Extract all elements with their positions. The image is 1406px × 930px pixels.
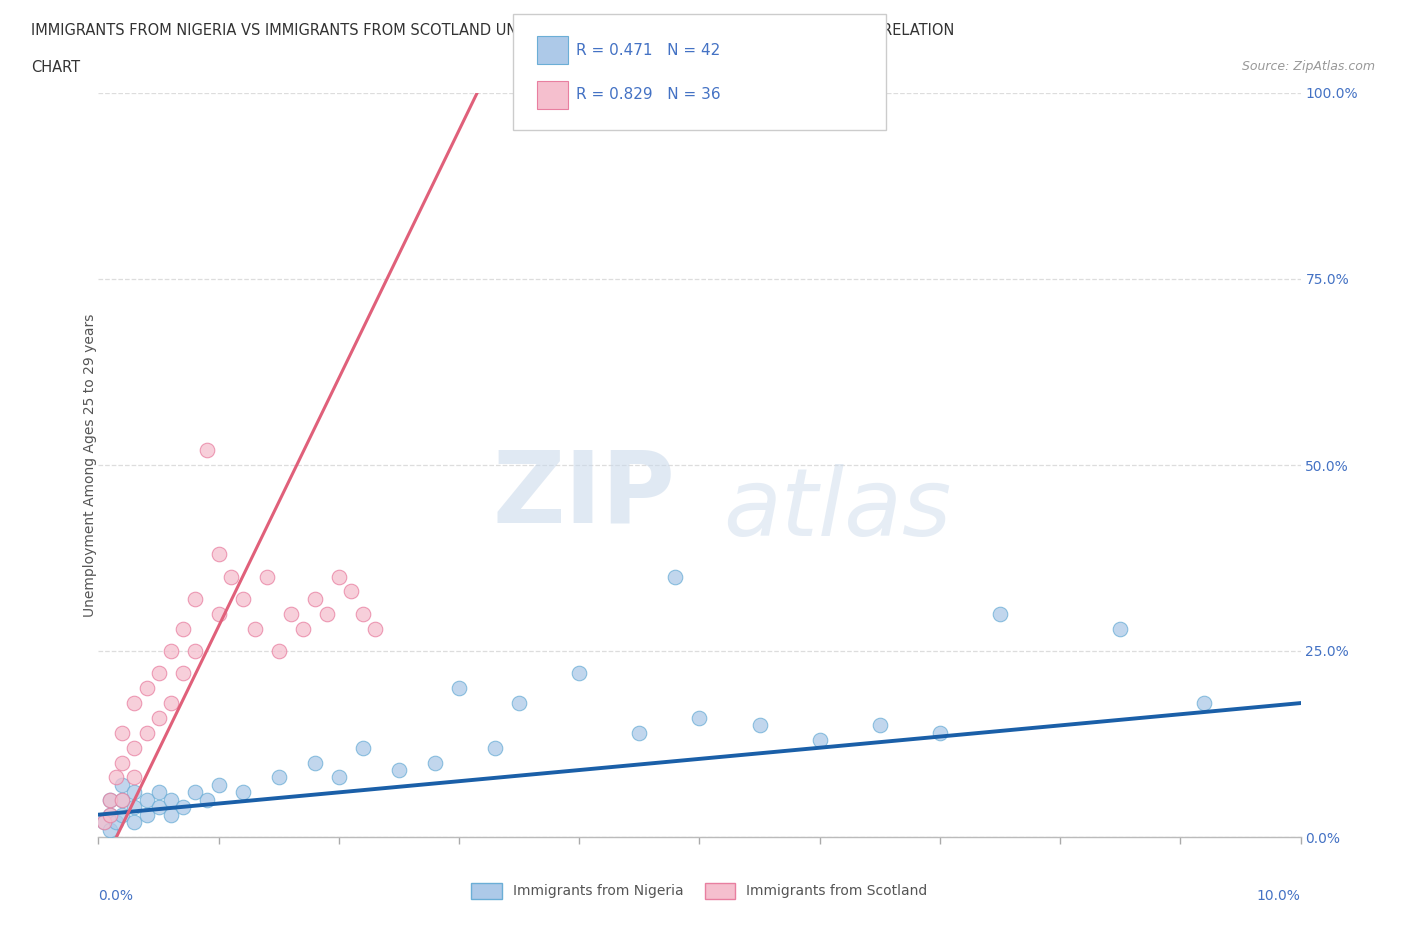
Point	[124, 696, 146, 711]
Point	[208, 777, 231, 792]
Point	[159, 792, 181, 807]
Point	[135, 807, 157, 822]
Point	[508, 696, 530, 711]
Text: Source: ZipAtlas.com: Source: ZipAtlas.com	[1241, 60, 1375, 73]
Point	[219, 569, 242, 584]
Point	[105, 770, 128, 785]
Text: 0.0%: 0.0%	[98, 889, 134, 903]
Point	[111, 777, 134, 792]
Point	[423, 755, 446, 770]
Point	[172, 666, 194, 681]
Point	[148, 666, 170, 681]
Point	[195, 792, 218, 807]
Point	[748, 718, 770, 733]
Point	[172, 800, 194, 815]
Point	[111, 792, 134, 807]
Point	[267, 644, 290, 658]
Point	[148, 785, 170, 800]
Point	[988, 606, 1011, 621]
Text: R = 0.471   N = 42: R = 0.471 N = 42	[576, 43, 721, 58]
Point	[688, 711, 710, 725]
Point	[111, 807, 134, 822]
Point	[172, 621, 194, 636]
Point	[304, 755, 326, 770]
Text: CHART: CHART	[31, 60, 80, 75]
Text: ZIP: ZIP	[492, 446, 675, 543]
Point	[291, 621, 314, 636]
Point	[135, 725, 157, 740]
Point	[100, 807, 122, 822]
Text: 10.0%: 10.0%	[1257, 889, 1301, 903]
Point	[124, 740, 146, 755]
Point	[111, 755, 134, 770]
Point	[124, 815, 146, 830]
Point	[93, 815, 115, 830]
Legend: Immigrants from Nigeria, Immigrants from Scotland: Immigrants from Nigeria, Immigrants from…	[465, 877, 934, 905]
Point	[304, 591, 326, 606]
Point	[111, 792, 134, 807]
Point	[243, 621, 266, 636]
Point	[388, 763, 411, 777]
Point	[1109, 621, 1132, 636]
Point	[135, 792, 157, 807]
Point	[93, 815, 115, 830]
Point	[148, 800, 170, 815]
Point	[315, 606, 337, 621]
Point	[484, 740, 506, 755]
Point	[195, 443, 218, 458]
Point	[100, 792, 122, 807]
Point	[352, 606, 374, 621]
Point	[232, 591, 254, 606]
Point	[232, 785, 254, 800]
Point	[1194, 696, 1216, 711]
Text: atlas: atlas	[724, 464, 952, 555]
Y-axis label: Unemployment Among Ages 25 to 29 years: Unemployment Among Ages 25 to 29 years	[83, 313, 97, 617]
Point	[183, 785, 205, 800]
Point	[340, 584, 363, 599]
Point	[208, 547, 231, 562]
Point	[183, 591, 205, 606]
Point	[148, 711, 170, 725]
Point	[100, 792, 122, 807]
Point	[352, 740, 374, 755]
Point	[256, 569, 278, 584]
Point	[124, 770, 146, 785]
Point	[159, 696, 181, 711]
Point	[124, 785, 146, 800]
Point	[364, 621, 387, 636]
Point	[105, 815, 128, 830]
Point	[808, 733, 831, 748]
Point	[124, 800, 146, 815]
Point	[183, 644, 205, 658]
Point	[328, 569, 350, 584]
Point	[100, 807, 122, 822]
Point	[159, 644, 181, 658]
Point	[664, 569, 686, 584]
Point	[267, 770, 290, 785]
Point	[135, 681, 157, 696]
Point	[447, 681, 470, 696]
Point	[328, 770, 350, 785]
Point	[111, 725, 134, 740]
Text: IMMIGRANTS FROM NIGERIA VS IMMIGRANTS FROM SCOTLAND UNEMPLOYMENT AMONG AGES 25 T: IMMIGRANTS FROM NIGERIA VS IMMIGRANTS FR…	[31, 23, 955, 38]
Point	[159, 807, 181, 822]
Point	[869, 718, 891, 733]
Point	[568, 666, 591, 681]
Point	[280, 606, 302, 621]
Text: R = 0.829   N = 36: R = 0.829 N = 36	[576, 87, 721, 102]
Point	[929, 725, 952, 740]
Point	[628, 725, 651, 740]
Point	[100, 822, 122, 837]
Point	[208, 606, 231, 621]
